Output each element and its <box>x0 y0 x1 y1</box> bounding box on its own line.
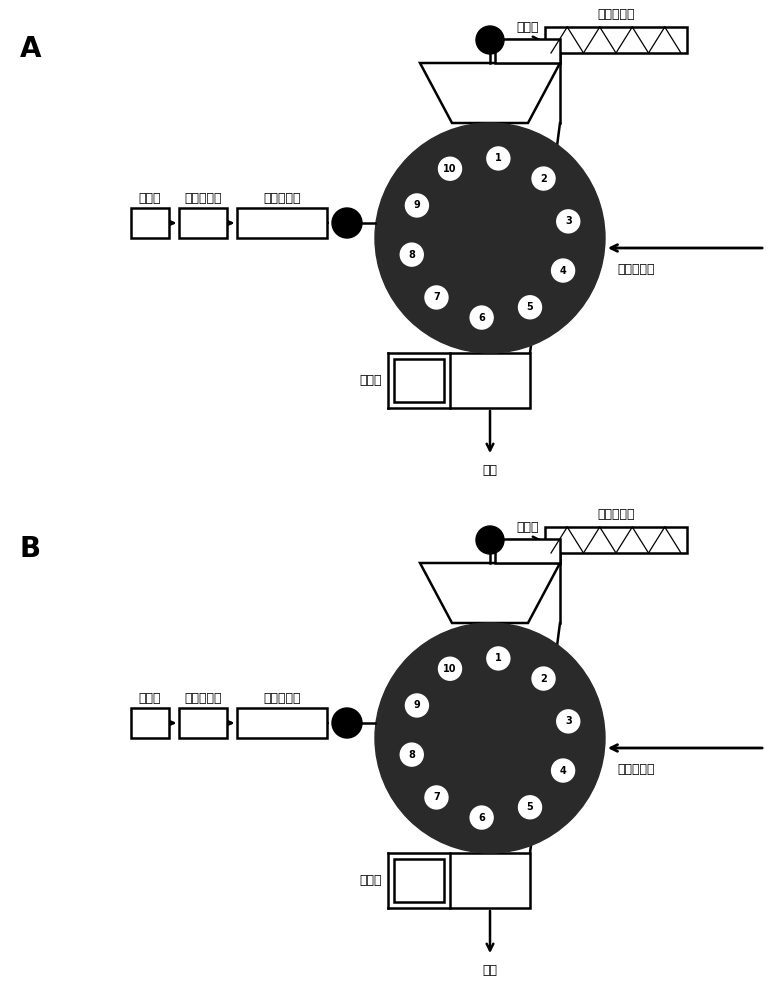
Text: 质谱仪: 质谱仪 <box>139 192 161 205</box>
Text: 废液: 废液 <box>482 964 498 977</box>
Text: 亲和色谱柱: 亲和色谱柱 <box>598 8 635 21</box>
Circle shape <box>532 667 555 690</box>
Circle shape <box>332 708 362 738</box>
Circle shape <box>332 208 362 238</box>
Polygon shape <box>450 353 530 408</box>
Text: 5: 5 <box>526 302 533 312</box>
Circle shape <box>375 623 605 853</box>
Bar <box>179 708 227 738</box>
Bar <box>394 859 444 902</box>
Circle shape <box>519 296 542 319</box>
Text: 1: 1 <box>495 653 502 663</box>
Text: A: A <box>20 35 42 63</box>
Circle shape <box>487 147 510 170</box>
Bar <box>237 208 327 238</box>
Text: 3: 3 <box>565 716 572 726</box>
Circle shape <box>476 26 504 54</box>
Text: 6: 6 <box>478 813 485 823</box>
Text: 废液: 废液 <box>482 464 498 477</box>
Circle shape <box>532 167 555 190</box>
Text: 9: 9 <box>413 700 420 710</box>
Bar <box>495 539 560 563</box>
Text: 二维液相泵: 二维液相泵 <box>617 263 655 276</box>
Circle shape <box>400 743 423 766</box>
Bar <box>131 208 169 238</box>
Bar <box>394 359 444 402</box>
Text: 4: 4 <box>560 266 567 276</box>
Text: 反相色谱柱: 反相色谱柱 <box>263 192 301 205</box>
Circle shape <box>406 194 429 217</box>
Polygon shape <box>420 63 560 123</box>
Text: 定量环: 定量环 <box>359 374 382 387</box>
Text: B: B <box>20 535 41 563</box>
Circle shape <box>439 157 461 180</box>
Circle shape <box>425 286 448 309</box>
Circle shape <box>552 759 574 782</box>
Circle shape <box>470 306 493 329</box>
Circle shape <box>487 647 510 670</box>
Bar <box>179 208 227 238</box>
Bar <box>237 708 327 738</box>
Circle shape <box>557 710 580 733</box>
Circle shape <box>400 243 423 266</box>
Text: 7: 7 <box>433 292 440 302</box>
Circle shape <box>557 210 580 233</box>
Circle shape <box>425 786 448 809</box>
Text: 4: 4 <box>560 766 567 776</box>
Text: 2: 2 <box>540 674 547 684</box>
Text: 定量环: 定量环 <box>359 874 382 887</box>
Circle shape <box>552 259 574 282</box>
Circle shape <box>519 796 542 819</box>
Text: 定量环: 定量环 <box>516 21 539 34</box>
Text: 7: 7 <box>433 792 440 802</box>
Text: 紫外检测器: 紫外检测器 <box>184 692 221 705</box>
Polygon shape <box>420 563 560 623</box>
Text: 质谱仪: 质谱仪 <box>139 692 161 705</box>
Circle shape <box>375 123 605 353</box>
Text: 1: 1 <box>495 153 502 163</box>
Text: 定量环: 定量环 <box>516 521 539 534</box>
Text: 10: 10 <box>444 164 457 174</box>
Text: 8: 8 <box>409 250 415 260</box>
Text: 紫外检测器: 紫外检测器 <box>184 192 221 205</box>
Circle shape <box>470 806 493 829</box>
Text: 亲和色谱柱: 亲和色谱柱 <box>598 508 635 521</box>
Bar <box>495 39 560 63</box>
Circle shape <box>439 657 461 680</box>
Bar <box>545 527 687 553</box>
Text: 反相色谱柱: 反相色谱柱 <box>263 692 301 705</box>
Bar <box>131 708 169 738</box>
Circle shape <box>476 526 504 554</box>
Polygon shape <box>450 853 530 908</box>
Bar <box>545 27 687 53</box>
Text: 二维液相泵: 二维液相泵 <box>617 763 655 776</box>
Text: 3: 3 <box>565 216 572 226</box>
Circle shape <box>406 694 429 717</box>
Text: 5: 5 <box>526 802 533 812</box>
Text: 10: 10 <box>444 664 457 674</box>
Text: 6: 6 <box>478 313 485 323</box>
Text: 8: 8 <box>409 750 415 760</box>
Text: 2: 2 <box>540 174 547 184</box>
Text: 9: 9 <box>413 200 420 210</box>
